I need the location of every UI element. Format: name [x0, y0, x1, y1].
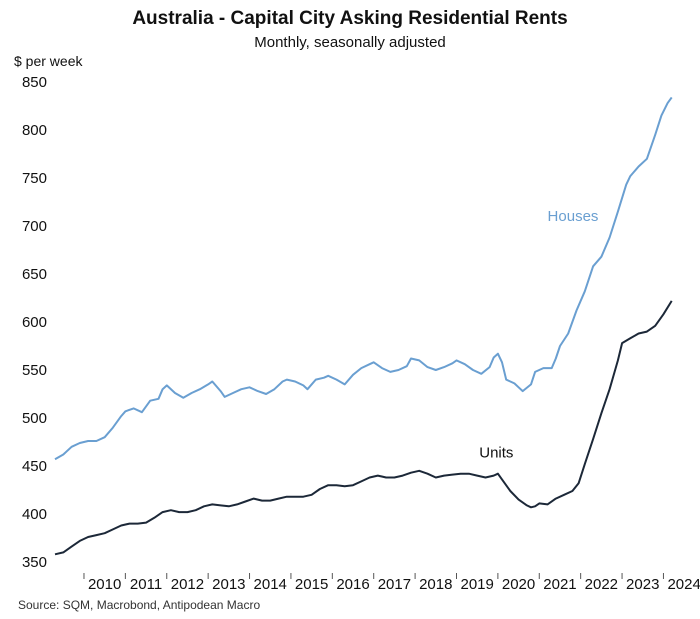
y-tick-label-600: 600 — [22, 314, 47, 331]
x-tick-label-2017: 2017 — [378, 576, 411, 593]
series-group — [54, 96, 673, 556]
y-tick-label-650: 650 — [22, 266, 47, 283]
series-line-units — [54, 300, 673, 556]
x-tick-label-2018: 2018 — [419, 576, 452, 593]
y-axis: 350 400 450 500 550 600 650 700 750 800 850 — [22, 74, 47, 571]
x-tick-label-2016: 2016 — [336, 576, 369, 593]
x-tick-label-2022: 2022 — [585, 576, 618, 593]
series-label-houses: Houses — [548, 208, 599, 225]
x-tick-label-2010: 2010 — [88, 576, 121, 593]
x-tick-label-2024: 2024 — [667, 576, 700, 593]
x-tick-label-2015: 2015 — [295, 576, 328, 593]
series-line-houses — [54, 96, 673, 461]
x-axis: 2010 2011 2012 2013 2014 2015 2016 2017 2018 2019… — [83, 573, 700, 593]
x-tick-label-2012: 2012 — [171, 576, 204, 593]
y-tick-label-800: 800 — [22, 122, 47, 139]
y-tick-label-450: 450 — [22, 458, 47, 475]
y-tick-label-750: 750 — [22, 170, 47, 187]
y-tick-label-850: 850 — [22, 74, 47, 91]
x-tick-label-2023: 2023 — [626, 576, 659, 593]
y-tick-label-400: 400 — [22, 506, 47, 523]
x-tick-label-2020: 2020 — [502, 576, 535, 593]
x-tick-label-2014: 2014 — [254, 576, 287, 593]
chart-title: Australia - Capital City Asking Resident… — [132, 8, 568, 29]
x-tick-label-2011: 2011 — [130, 576, 162, 593]
y-tick-label-700: 700 — [22, 218, 47, 235]
chart-subtitle: Monthly, seasonally adjusted — [254, 34, 446, 51]
y-tick-label-550: 550 — [22, 362, 47, 379]
y-tick-label-500: 500 — [22, 410, 47, 427]
x-tick-label-2019: 2019 — [460, 576, 493, 593]
x-tick-label-2013: 2013 — [212, 576, 245, 593]
y-tick-label-350: 350 — [22, 554, 47, 571]
source-note: Source: SQM, Macrobond, Antipodean Macro — [18, 598, 261, 612]
series-labels: Houses Units — [479, 208, 598, 461]
series-label-units: Units — [479, 444, 513, 461]
x-tick-label-2021: 2021 — [543, 576, 576, 593]
y-axis-label: $ per week — [14, 53, 83, 69]
